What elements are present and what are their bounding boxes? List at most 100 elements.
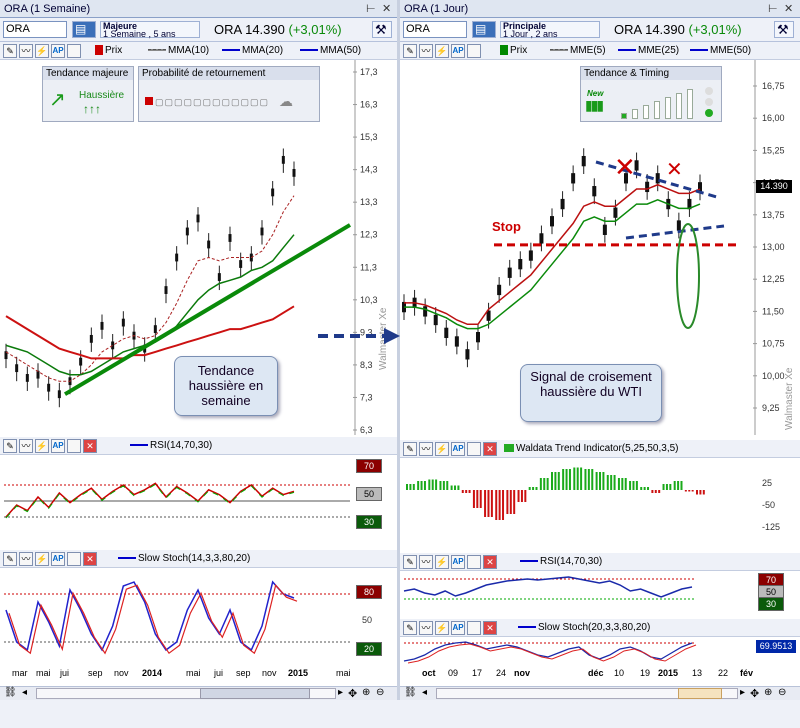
box-icon[interactable] [467, 44, 481, 58]
box-icon[interactable] [467, 621, 481, 635]
link-icon[interactable]: ⛓ [4, 687, 17, 698]
chart-type-icon[interactable]: 〰 [419, 442, 433, 456]
move-icon[interactable]: ✥ [750, 688, 760, 700]
scroll-track[interactable] [36, 688, 336, 699]
right-scrollbar[interactable]: ⛓ ◂ ▸ ✥ ⊕ ⊖ [400, 686, 800, 700]
close-indicator-icon[interactable]: ✕ [483, 621, 497, 635]
zoom-in-icon[interactable]: ⊕ [362, 687, 371, 698]
ap-icon[interactable]: AP [451, 44, 465, 58]
close-indicator-icon[interactable]: ✕ [83, 439, 97, 453]
chart-type-icon[interactable]: 〰 [419, 555, 433, 569]
close-icon[interactable]: ✕ [784, 3, 794, 15]
left-period-button[interactable]: Majeure 1 Semaine , 5 ans [100, 21, 200, 39]
timing-bar [676, 93, 682, 119]
zoom-out-icon[interactable]: ⊖ [376, 687, 385, 698]
date-label: nov [514, 668, 531, 678]
link-icon[interactable]: ⛓ [404, 687, 417, 698]
ap-icon[interactable]: AP [451, 555, 465, 569]
box-icon[interactable] [67, 439, 81, 453]
wti-bar [417, 481, 420, 490]
price-candle-body [57, 390, 61, 399]
right-period-button[interactable]: Principale 1 Jour , 2 ans [500, 21, 600, 39]
indicator-icon[interactable]: ⚡ [35, 552, 49, 566]
chart-type-icon[interactable]: 〰 [19, 439, 33, 453]
left-price-legend-bar: ✎ 〰 ⚡ AP Prix MMA(10) MMA(20) MMA(50) [0, 42, 397, 60]
ap-icon[interactable]: AP [51, 44, 65, 58]
close-indicator-icon[interactable]: ✕ [83, 552, 97, 566]
scroll-track[interactable] [436, 688, 738, 699]
chart-type-icon[interactable]: 〰 [19, 552, 33, 566]
indicator-icon[interactable]: ⚡ [435, 621, 449, 635]
indicator-icon[interactable]: ⚡ [35, 439, 49, 453]
y-tick-label: 10,75 [762, 339, 785, 349]
wti-bar [498, 490, 501, 520]
ap-icon[interactable]: AP [51, 439, 65, 453]
book-icon[interactable]: ▤ [72, 21, 96, 38]
zoom-out-icon[interactable]: ⊖ [778, 687, 787, 698]
scroll-right-icon[interactable]: ▸ [338, 687, 344, 698]
price-candle-body [4, 351, 8, 360]
pin-icon[interactable]: ⊢ [366, 3, 376, 15]
wti-bar [699, 490, 702, 495]
box-icon[interactable] [67, 552, 81, 566]
box-icon[interactable] [467, 555, 481, 569]
left-scrollbar[interactable]: ⛓ ◂ ▸ ✥ ⊕ ⊖ [0, 686, 397, 700]
book-icon[interactable]: ▤ [472, 21, 496, 38]
scroll-left-icon[interactable]: ◂ [422, 687, 428, 698]
chart-type-icon[interactable]: 〰 [419, 44, 433, 58]
wti-bar [439, 481, 442, 490]
tools-icon[interactable]: ⚒ [372, 21, 392, 38]
right-price-value: 14.390 [645, 22, 685, 37]
wti-bar [658, 490, 661, 493]
box-icon[interactable] [67, 44, 81, 58]
tool-icon[interactable]: ✎ [403, 442, 417, 456]
trend-line [63, 223, 352, 396]
box-icon[interactable] [467, 442, 481, 456]
wti-bar [580, 467, 583, 490]
date-label: 13 [692, 668, 703, 678]
ap-icon[interactable]: AP [451, 442, 465, 456]
close-indicator-icon[interactable]: ✕ [483, 442, 497, 456]
zoom-in-icon[interactable]: ⊕ [764, 687, 773, 698]
tool-icon[interactable]: ✎ [403, 621, 417, 635]
indicator-icon[interactable]: ⚡ [35, 44, 49, 58]
move-icon[interactable]: ✥ [348, 688, 358, 700]
indicator-icon[interactable]: ⚡ [435, 44, 449, 58]
price-candle-body [36, 370, 40, 379]
tool-icon[interactable]: ✎ [3, 552, 17, 566]
right-watermark: Walmaster Xe [784, 367, 795, 430]
up-arrow-icon: ↗ [49, 89, 66, 111]
tool-icon[interactable]: ✎ [3, 44, 17, 58]
right-rsi-bar: ✎ 〰 ⚡ AP ✕ RSI(14,70,30) [400, 553, 800, 571]
rsi-line [5, 482, 295, 518]
indicator-icon[interactable]: ⚡ [435, 442, 449, 456]
chart-type-icon[interactable]: 〰 [19, 44, 33, 58]
date-label: 2015 [288, 668, 309, 678]
legend-mme50-label: MME(50) [710, 45, 752, 56]
panel-link-arrow [318, 328, 400, 344]
tool-icon[interactable]: ✎ [403, 44, 417, 58]
tools-icon[interactable]: ⚒ [774, 21, 794, 38]
pin-icon[interactable]: ⊢ [768, 3, 778, 15]
ap-icon[interactable]: AP [451, 621, 465, 635]
price-candle-body [655, 173, 660, 184]
timing-bar [643, 105, 649, 119]
timing-bars [621, 87, 701, 119]
chart-type-icon[interactable]: 〰 [419, 621, 433, 635]
indicator-icon[interactable]: ⚡ [435, 555, 449, 569]
close-indicator-icon[interactable]: ✕ [483, 555, 497, 569]
series-mme50 [404, 183, 701, 326]
scroll-right-icon[interactable]: ▸ [740, 687, 746, 698]
scroll-thumb[interactable] [200, 688, 310, 699]
close-icon[interactable]: ✕ [382, 3, 392, 15]
left-symbol-input[interactable]: ORA [3, 21, 67, 38]
tool-icon[interactable]: ✎ [403, 555, 417, 569]
scroll-thumb[interactable] [678, 688, 722, 699]
scroll-left-icon[interactable]: ◂ [22, 687, 28, 698]
reversal-empty-cells: ▢▢▢▢▢▢▢▢▢▢▢▢ [155, 97, 270, 107]
tool-icon[interactable]: ✎ [3, 439, 17, 453]
stoch-d [8, 583, 298, 655]
right-symbol-input[interactable]: ORA [403, 21, 467, 38]
ap-icon[interactable]: AP [51, 552, 65, 566]
panel-divider[interactable] [397, 0, 400, 728]
